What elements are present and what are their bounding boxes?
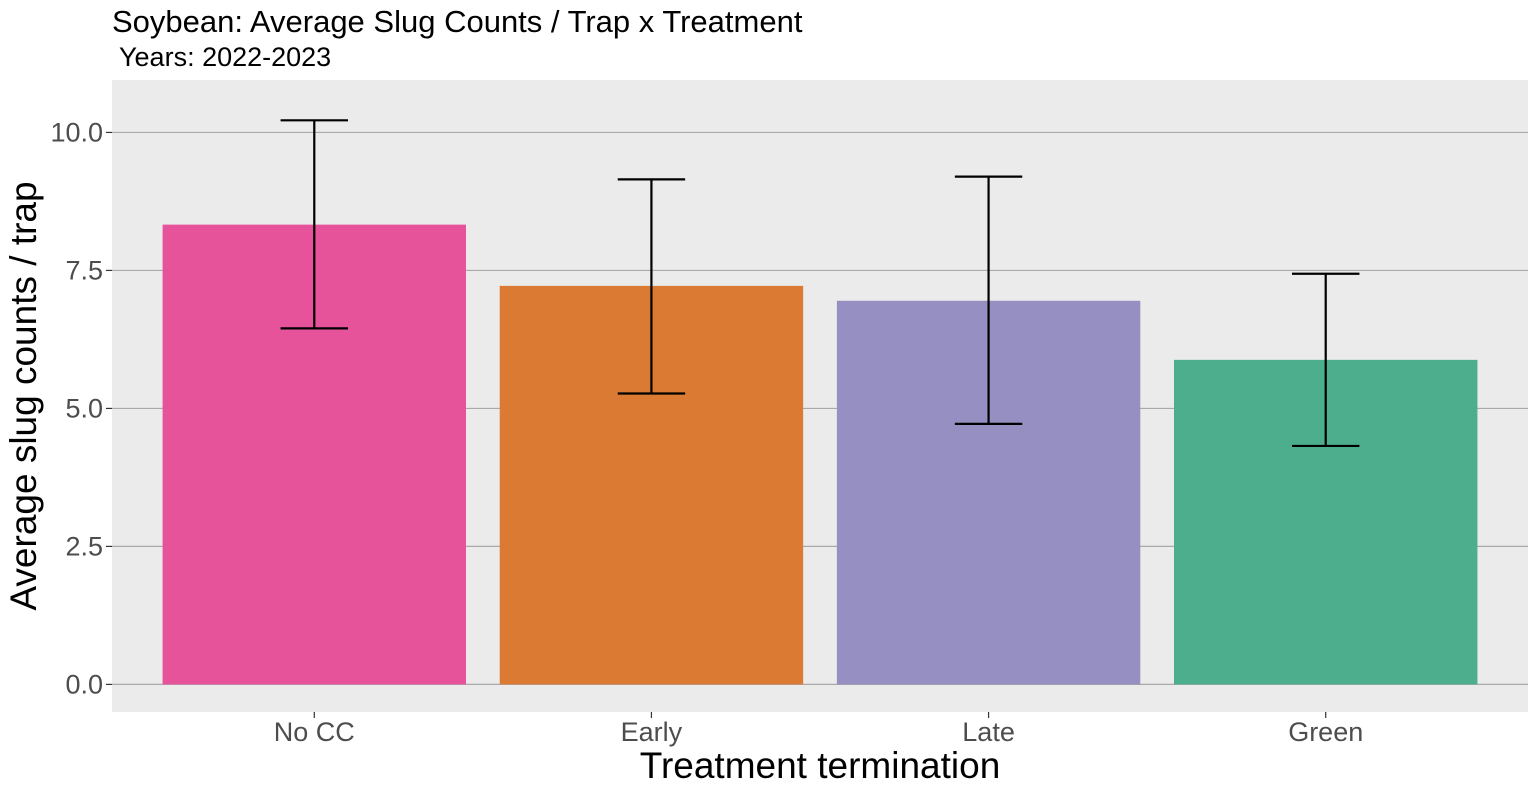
error-bar — [280, 119, 348, 330]
chart-title: Soybean: Average Slug Counts / Trap x Tr… — [112, 4, 803, 39]
y-axis-ticks: 0.0 2.5 5.0 7.5 10.0 — [50, 117, 112, 699]
y-tick-label: 2.5 — [65, 531, 103, 561]
x-tick-label: Early — [621, 717, 683, 747]
x-tick-label: Green — [1288, 717, 1363, 747]
y-tick-label: 10.0 — [50, 117, 103, 147]
x-tick-label: No CC — [274, 717, 355, 747]
x-axis-ticks: No CC Early Late Green — [274, 712, 1363, 747]
error-bar — [954, 175, 1023, 425]
y-tick-label: 0.0 — [65, 669, 103, 699]
error-bar — [1292, 272, 1360, 448]
y-axis-title: Average slug counts / trap — [3, 181, 44, 610]
x-tick-label: Late — [962, 717, 1015, 747]
error-bar — [617, 178, 686, 395]
chart-subtitle: Years: 2022-2023 — [112, 42, 331, 72]
y-tick-label: 5.0 — [65, 393, 103, 423]
x-axis-title: Treatment termination — [640, 745, 1001, 786]
y-tick-label: 7.5 — [65, 255, 103, 285]
error-bars — [280, 119, 1360, 448]
